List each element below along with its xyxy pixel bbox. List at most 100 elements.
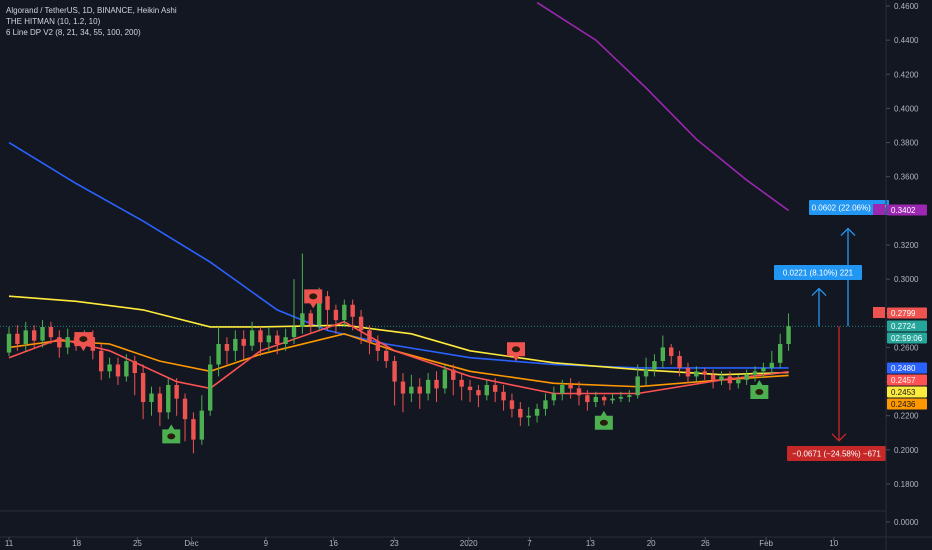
candle-body	[736, 379, 741, 384]
buy-signal-icon	[594, 410, 613, 430]
candle-body	[48, 326, 54, 338]
measure-label-down: −0.0671 (−24.58%) −671	[787, 446, 886, 461]
candle-body	[392, 361, 397, 382]
time-tick-label: 2020	[460, 539, 478, 548]
price-tick-label: 0.4400	[894, 36, 919, 45]
price-tick-label: 0.2000	[894, 446, 919, 455]
candle-body	[752, 371, 758, 375]
candle-body	[593, 396, 598, 403]
time-tick-label: Dec	[184, 539, 198, 548]
candle-body	[174, 384, 179, 399]
candle-body	[685, 367, 691, 377]
candle-body	[275, 335, 280, 345]
candle-body	[342, 304, 347, 321]
candle-body	[518, 408, 523, 418]
measure-label-small-label: 0.0221 (8.10%) 221	[783, 269, 854, 278]
candle-body	[627, 395, 632, 397]
price-tick-label: 0.4600	[894, 2, 919, 11]
price-tag: 0.2457	[887, 374, 927, 386]
candle-body	[409, 386, 414, 394]
price-tag: 0.2436	[887, 398, 927, 410]
candle-body	[124, 361, 129, 377]
candle-body	[115, 364, 121, 377]
candle-body	[191, 419, 196, 440]
candle-body	[526, 415, 531, 418]
measurement-tools: 0.0602 (22.06%) 602 0.0221 (8.10%) 221 −0.…	[774, 200, 889, 461]
candle-body	[484, 384, 489, 396]
time-tick-label: 9	[264, 539, 269, 548]
candle-body	[249, 330, 255, 346]
candle-body	[677, 355, 682, 368]
ma200-marker	[873, 204, 885, 215]
price-tick-label: 0.2200	[894, 412, 919, 421]
candle-body	[367, 330, 372, 343]
candle-body	[258, 330, 263, 343]
time-axis: 11 18 25 Dec 9 16 23 2020 7 13 20 26 Feb 10	[0, 536, 932, 548]
price-tick-label: 0.3000	[894, 275, 919, 284]
candle-body	[434, 379, 439, 389]
high-marker	[873, 307, 885, 318]
indicator-six-line[interactable]: 6 Line DP V2 (8, 21, 34, 55, 100, 200)	[6, 28, 141, 37]
candle-body	[40, 326, 45, 341]
indicator-hitman[interactable]: THE HITMAN (10, 1.2, 10)	[6, 17, 101, 26]
measure-label-down-label: −0.0671 (−24.58%) −671	[792, 450, 881, 459]
candle-body	[157, 393, 163, 413]
candle-body	[643, 369, 649, 377]
candle-body	[182, 398, 188, 420]
candle-body	[534, 408, 540, 416]
chart-legend: Algorand / TetherUS, 1D, BINANCE, Heikin…	[6, 5, 177, 38]
ma-line-4	[536, 1, 790, 212]
candle-body	[467, 386, 473, 391]
svg-text:0.2436: 0.2436	[891, 400, 916, 409]
svg-text:0.3402: 0.3402	[891, 206, 916, 215]
candle-body	[199, 410, 204, 440]
price-tag: 0.2799	[887, 307, 927, 319]
candle-body	[241, 338, 246, 346]
candle-body	[543, 400, 548, 409]
candle-body	[744, 374, 749, 380]
moving-averages	[8, 1, 790, 395]
price-tags: 0.3402 0.2799 0.2724 02:59:06 0.2480 0.2457 0.…	[873, 204, 927, 410]
signal-markers	[74, 289, 769, 444]
candle-body	[15, 333, 20, 345]
candle-body	[560, 384, 565, 394]
candle-body	[777, 344, 783, 363]
price-tag: 0.3402	[887, 204, 927, 216]
candle-body	[576, 388, 582, 396]
price-tag: 0.2480	[887, 362, 927, 374]
candle-body	[350, 304, 355, 317]
candles	[6, 253, 791, 454]
candle-body	[140, 373, 146, 403]
candle-body	[417, 386, 422, 394]
symbol-title[interactable]: Algorand / TetherUS, 1D, BINANCE, Heikin…	[6, 6, 177, 15]
svg-text:0.2724: 0.2724	[891, 322, 916, 331]
candle-body	[492, 384, 498, 392]
ma-line-0	[8, 141, 789, 369]
candle-body	[23, 330, 28, 345]
candle-body	[694, 371, 699, 377]
candle-body	[283, 337, 288, 345]
candle-body	[551, 393, 557, 401]
measure-label-large: 0.0602 (22.06%) 602	[809, 200, 889, 215]
price-tick-label: 0.3200	[894, 241, 919, 250]
price-tick-label: 0.4000	[894, 104, 919, 113]
price-tag: 02:59:06	[887, 332, 927, 344]
candle-body	[476, 390, 481, 396]
candle-body	[375, 342, 381, 351]
svg-text:02:59:06: 02:59:06	[891, 334, 923, 343]
candle-body	[99, 350, 104, 372]
candle-body	[702, 371, 707, 375]
candle-body	[769, 362, 774, 368]
candle-body	[31, 330, 37, 341]
candle-body	[216, 344, 221, 365]
measure-label-small: 0.0221 (8.10%) 221	[774, 265, 862, 280]
candle-body	[451, 369, 456, 380]
candle-body	[166, 384, 171, 413]
measure-arrow-down	[831, 326, 847, 442]
sell-signal-icon	[507, 342, 525, 362]
candle-body	[132, 361, 137, 374]
candle-body	[568, 384, 573, 389]
time-tick-label: 13	[586, 539, 595, 548]
candle-body	[149, 393, 154, 403]
